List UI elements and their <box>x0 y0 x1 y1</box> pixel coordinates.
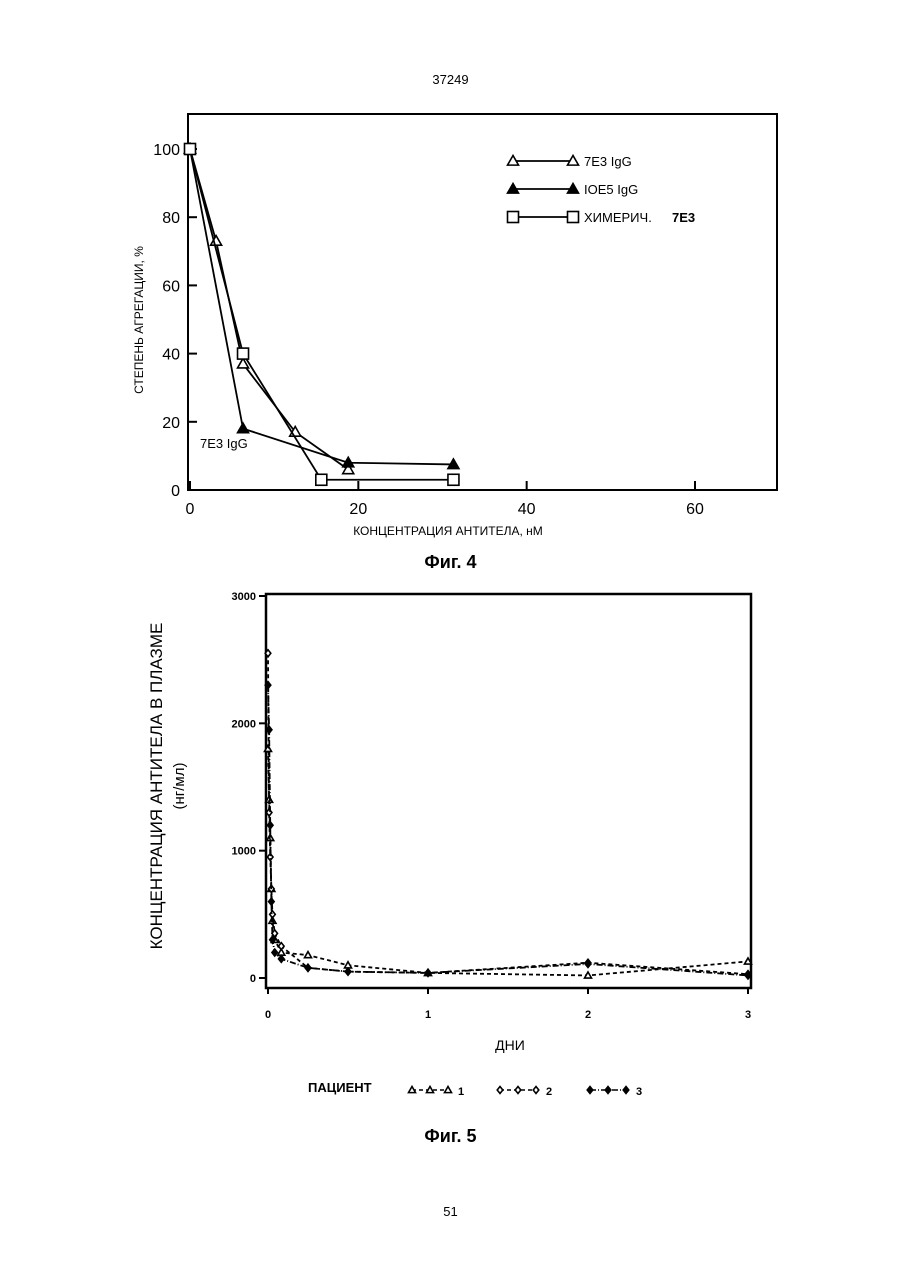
fig5-legend-marker <box>515 1087 521 1094</box>
fig5-series-line-2 <box>268 653 748 974</box>
fig5-legend-marker <box>427 1087 434 1093</box>
fig5-data-point <box>305 952 312 958</box>
fig5-legend-marker <box>497 1087 503 1094</box>
fig5-data-point <box>269 898 275 905</box>
fig5-x-axis-label: ДНИ <box>495 1037 525 1053</box>
fig5-data-point <box>278 955 284 962</box>
fig5-data-point <box>585 972 592 978</box>
fig5-legend-label: 3 <box>636 1086 642 1098</box>
fig5-legend-label: 1 <box>458 1086 464 1098</box>
fig5-data-point <box>267 822 273 829</box>
fig5-legend-label: 2 <box>546 1086 552 1098</box>
fig5-y-tick-label: 2000 <box>232 718 256 730</box>
fig5-legend: ПАЦИЕНТ 1 2 3 <box>308 1080 642 1098</box>
fig5-legend-marker <box>445 1087 452 1093</box>
fig5-series-line-1 <box>268 749 748 976</box>
fig5-x-tick-label: 2 <box>585 1009 591 1021</box>
fig5-legend-marker <box>409 1087 416 1093</box>
fig5-y-tick-label: 0 <box>250 973 256 985</box>
fig5-legend-marker <box>605 1087 611 1094</box>
fig5-legend-marker <box>623 1087 629 1094</box>
fig5-y-axis-label: КОНЦЕНТРАЦИЯ АНТИТЕЛА В ПЛАЗМЕ <box>147 623 166 950</box>
fig5-data-point <box>272 949 278 956</box>
fig5-legend-title: ПАЦИЕНТ <box>308 1080 372 1095</box>
fig5-data-point <box>345 968 351 975</box>
page-number-bottom: 51 <box>0 1204 901 1219</box>
figure-5-caption: Фиг. 5 <box>0 1126 901 1147</box>
fig5-series-group <box>265 650 752 979</box>
fig5-x-tick-label: 3 <box>745 1009 751 1021</box>
fig5-y-axis-unit: (нг/мл) <box>171 763 188 810</box>
fig5-legend-marker <box>587 1087 593 1094</box>
fig5-y-tick-label: 3000 <box>232 591 256 603</box>
fig5-y-tick-label: 1000 <box>232 846 256 858</box>
fig5-plot-frame <box>266 594 751 988</box>
fig5-legend-marker <box>533 1087 539 1094</box>
fig5-x-tick-label: 1 <box>425 1009 431 1021</box>
fig5-series-line-3 <box>268 685 748 975</box>
fig5-x-tick-label: 0 <box>265 1009 271 1021</box>
fig5-plot-area <box>266 594 751 988</box>
